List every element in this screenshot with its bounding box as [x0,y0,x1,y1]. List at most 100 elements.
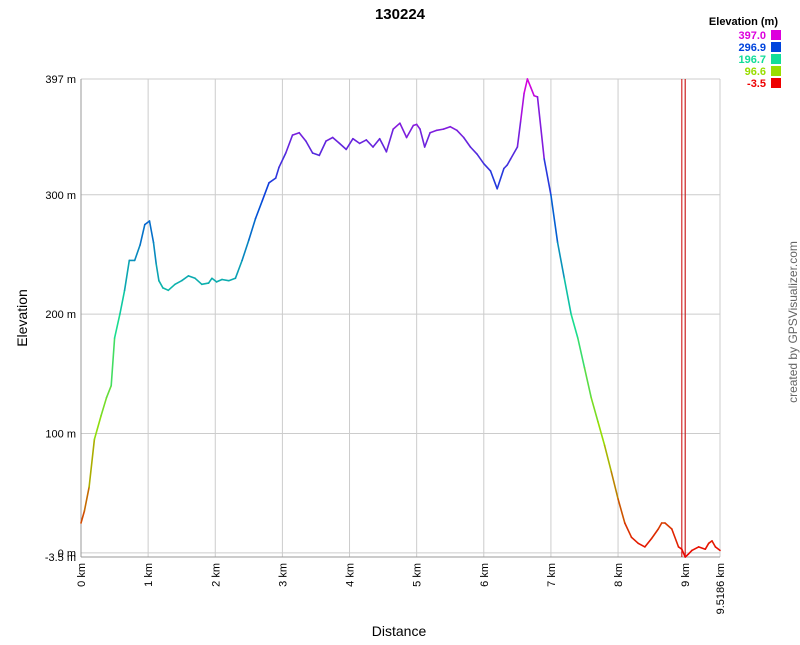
elevation-segment [284,134,294,154]
y-tick-label: -3.5 m [45,552,76,564]
elevation-segment [325,136,334,142]
elevation-segment [623,522,633,539]
elevation-segment [133,244,141,262]
x-tick-label: 6 km [479,563,491,587]
elevation-segment [583,366,593,399]
chart-title: 130224 [375,6,426,23]
elevation-segment [482,162,492,172]
elevation-segment [419,128,426,148]
x-tick-label: 0 km [76,563,88,587]
elevation-segment [221,278,230,282]
marker-lines [681,79,686,557]
elevation-segment [291,131,301,136]
elevation-segment [318,140,327,157]
elevation-segment [215,278,223,283]
elevation-segment [523,78,529,95]
elevation-segment [248,217,257,241]
elevation-segment [261,182,270,202]
elevation-segment [570,313,579,339]
y-tick-label: 100 m [45,428,76,440]
elevation-segment [100,396,108,417]
elevation-segment [338,142,348,151]
x-tick-label: 3 km [277,563,289,587]
elevation-segment [385,128,395,153]
elevation-segment [590,396,599,423]
legend-entry-label: -3.5 [747,78,766,90]
elevation-segment [93,414,102,441]
grid-layer [80,78,721,558]
y-tick-label: 0 m [58,548,76,560]
elevation-segment [211,277,218,283]
elevation-segment [469,146,478,155]
x-tick-label: 5 km [412,563,424,587]
elevation-segment [110,337,116,387]
y-axis-label: Elevation [14,289,30,347]
elevation-segment [704,542,710,551]
elevation-segment [201,282,210,286]
x-tick-label: 9 km [680,563,692,587]
elevation-segment [680,548,687,558]
elevation-segment [392,122,401,130]
elevation-line [80,78,721,558]
x-axis-ticks: 0 km 1 km 2 km 3 km 4 km 5 km 6 km 7 km 8 km 9 km… [76,563,727,614]
elevation-segment [576,337,586,369]
elevation-segment [180,275,190,282]
elevation-segment [496,167,505,190]
elevation-segment [399,122,408,139]
elevation-segment [80,510,86,524]
elevation-segment [207,277,213,284]
x-tick-label: 9.5186 km [715,563,727,614]
elevation-segment [152,241,157,265]
elevation-segment [167,283,176,292]
elevation-segment [657,522,663,530]
x-tick-label: 8 km [613,563,625,587]
elevation-segment [345,137,354,151]
legend-swatch [771,42,781,52]
elevation-segment [187,275,196,280]
elevation-segment [155,263,160,282]
elevation-segment [442,125,452,130]
x-tick-label: 7 km [546,563,558,587]
elevation-segment [162,287,170,292]
elevation-segment [597,420,606,447]
y-tick-label: 300 m [45,190,76,202]
elevation-segment [311,152,321,157]
elevation-segment [536,96,546,160]
elevation-segment [526,78,532,89]
x-tick-label: 4 km [345,563,357,587]
elevation-segment [105,384,112,399]
y-axis-ticks: 397 m 300 m 200 m 100 m 0 m-3.5 m [45,74,76,564]
elevation-segment [158,279,164,289]
x-axis-label: Distance [372,623,427,639]
elevation-segment [670,528,680,548]
elevation-segment [227,277,237,282]
elevation-segment [234,259,243,280]
elevation-segment [298,131,307,142]
legend-entry-label: 96.6 [745,66,766,78]
elevation-segment [603,444,613,473]
y-tick-label: 397 m [45,74,76,86]
elevation-segment [123,259,131,292]
legend-entry-label: 296.9 [738,42,766,54]
elevation-segment [405,124,415,139]
elevation-segment [119,289,126,315]
elevation-segment [352,137,361,145]
elevation-segment [503,164,509,170]
elevation-segment [650,528,660,540]
elevation-segment [378,137,388,153]
elevation-segment [372,137,381,148]
elevation-segment [429,129,438,134]
elevation-segment [268,177,277,184]
elevation-segment [358,139,368,145]
elevation-segment [415,123,421,130]
elevation-segment [516,120,522,148]
legend-title: Elevation (m) [709,16,778,28]
credit-text: created by GPSVisualizer.com [786,241,800,403]
x-tick-label: 1 km [143,563,155,587]
elevation-segment [529,86,535,97]
elevation-segment [365,139,374,148]
elevation-segment [113,313,121,339]
elevation-segment [139,223,146,246]
